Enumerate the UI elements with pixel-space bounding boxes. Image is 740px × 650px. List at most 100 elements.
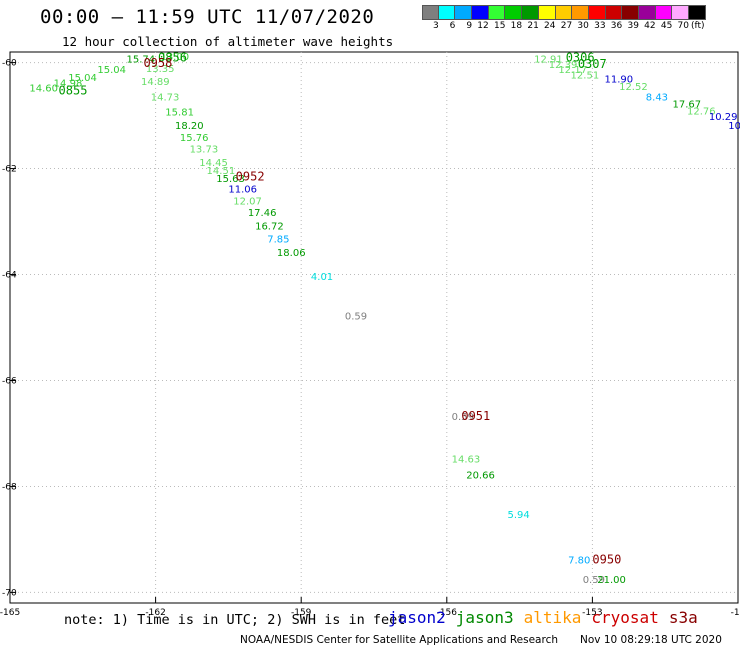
swh-value: 12.17 [558, 65, 587, 76]
swh-value: 12.52 [619, 82, 648, 93]
swh-value: 13.35 [146, 64, 175, 75]
color-scale-labels: 3 6 9 12 15 18 21 24 27 30 33 36 39 42 45 70 (ft) [422, 21, 705, 31]
swh-value: 21.00 [597, 575, 626, 586]
legend-swatch [505, 5, 523, 20]
y-tick-label: -68 [2, 482, 17, 492]
legend-label: 9 [466, 21, 473, 31]
swh-value: 0.59 [583, 575, 605, 586]
swh-value: 15.81 [165, 108, 194, 119]
satellite-s3a: s3a [668, 608, 698, 627]
swh-value: 15.63 [216, 174, 245, 185]
legend-swatch [522, 5, 539, 20]
legend-label: 21 [527, 21, 539, 31]
legend-label: 70 [677, 21, 689, 31]
swh-value: 0.59 [452, 412, 474, 423]
swh-value: 14.89 [141, 77, 170, 88]
swh-value: 15.04 [97, 65, 126, 76]
swh-value: 20.66 [466, 470, 495, 481]
swh-value: 17.67 [672, 100, 701, 111]
legend-swatch [588, 5, 606, 20]
legend-swatch [622, 5, 639, 20]
legend-label: 33 [594, 21, 606, 31]
legend-swatch [472, 5, 489, 20]
x-tick-label: -156 [437, 608, 458, 618]
legend-swatch [638, 5, 656, 20]
pass-time-label: 0951 [461, 409, 490, 423]
generation-timestamp: Nov 10 08:29:18 UTC 2020 [580, 634, 722, 646]
legend-label: 39 [627, 21, 639, 31]
y-tick-label: -70 [2, 588, 17, 598]
legend-swatch [488, 5, 506, 20]
chart-title: 00:00 – 11:59 UTC 11/07/2020 [40, 6, 375, 28]
swh-value: 0.59 [345, 312, 367, 323]
swh-value: 13.00 [160, 52, 189, 63]
swh-value: 12.39 [549, 60, 578, 71]
legend-unit: (ft) [691, 21, 705, 31]
legend-swatch [422, 5, 439, 20]
swh-value: 14.51 [207, 166, 236, 177]
x-tick-label: -153 [582, 608, 602, 618]
swh-value: 17.46 [248, 208, 277, 219]
legend-label: 42 [644, 21, 656, 31]
y-tick-label: -64 [2, 271, 17, 281]
pass-time-label: 0856 [158, 51, 187, 65]
legend-swatch [572, 5, 589, 20]
x-tick-label: -165 [0, 608, 20, 618]
swh-value: 8.43 [646, 93, 668, 104]
swh-value: 11.90 [605, 75, 634, 86]
y-tick-label: -60 [2, 59, 17, 69]
satellite-cryosat: cryosat [591, 608, 659, 627]
satellite-legend: jason2 jason3 altika cryosat s3a [388, 608, 708, 627]
x-tick-label: -162 [145, 608, 165, 618]
swh-value: 16.72 [255, 221, 284, 232]
swh-value: 18.06 [277, 248, 306, 259]
swh-value: 11.06 [228, 184, 257, 195]
legend-label: 27 [560, 21, 573, 31]
swh-value: 18.20 [175, 121, 204, 132]
pass-time-label: 0855 [59, 83, 88, 97]
x-tick-label: -15 [731, 608, 740, 618]
swh-value: 5.94 [507, 510, 529, 521]
legend-label: 15 [493, 21, 506, 31]
pass-time-label: 0958 [143, 56, 172, 70]
legend-swatch [438, 5, 456, 20]
x-tick-label: -159 [291, 608, 312, 618]
legend-swatch [689, 5, 706, 20]
swh-value: 14.98 [54, 78, 83, 89]
legend-label: 24 [544, 21, 556, 31]
swh-value: 12.76 [687, 107, 716, 118]
legend-swatch [605, 5, 623, 20]
legend-label: 18 [510, 21, 523, 31]
y-tick-label: -66 [2, 376, 17, 386]
satellite-jason3: jason3 [455, 608, 514, 627]
y-tick-label: -62 [2, 165, 17, 175]
swh-value: 12.91 [534, 55, 563, 66]
swh-value: 10.75 [728, 121, 740, 132]
legend-swatch [672, 5, 689, 20]
legend-swatch [455, 5, 473, 20]
legend-label: 12 [477, 21, 489, 31]
swh-value: 15.04 [68, 73, 97, 84]
swh-value: 14.60 [29, 84, 58, 95]
legend-swatch [538, 5, 556, 20]
chart-subtitle: 12 hour collection of altimeter wave hei… [62, 34, 394, 49]
plot-frame [9, 51, 739, 604]
swh-value: 14.45 [199, 158, 228, 169]
color-scale-legend [422, 5, 706, 20]
swh-value: 12.51 [571, 70, 600, 81]
legend-swatch [655, 5, 673, 20]
legend-label: 30 [577, 21, 589, 31]
legend-label: 36 [610, 21, 623, 31]
pass-time-label: 0307 [578, 57, 607, 71]
legend-swatch [555, 5, 573, 20]
swh-value: 4.01 [311, 272, 333, 283]
pass-time-label: 0952 [236, 170, 265, 184]
legend-label: 6 [449, 21, 456, 31]
pass-time-label: 0950 [592, 552, 621, 566]
satellite-jason2: jason2 [388, 608, 446, 627]
swh-value: 7.85 [267, 235, 289, 246]
swh-value: 13.73 [190, 145, 219, 156]
swh-value: 10.29 [709, 112, 738, 123]
swh-value: 14.73 [151, 93, 180, 104]
